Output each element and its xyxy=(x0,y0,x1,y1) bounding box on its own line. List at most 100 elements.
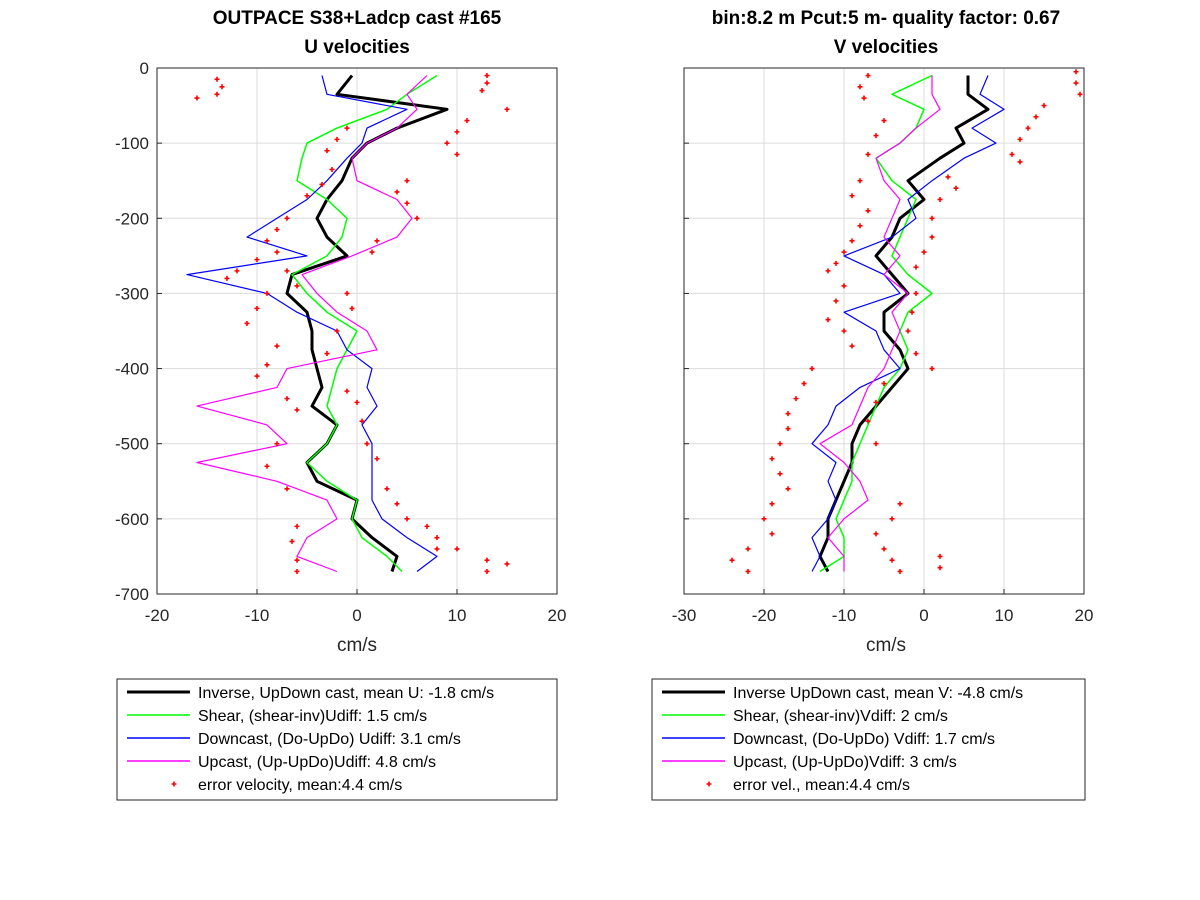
error-velocity-point xyxy=(294,407,300,413)
u-legend: Inverse, UpDown cast, mean U: -1.8 cm/s S… xyxy=(116,678,558,801)
series-line-3 xyxy=(196,75,428,573)
error-velocity-point xyxy=(434,546,440,552)
error-velocity-point xyxy=(254,257,260,263)
error-velocity-point xyxy=(841,283,847,289)
error-velocity-point xyxy=(284,486,290,492)
error-velocity-point xyxy=(833,298,839,304)
error-velocity-point xyxy=(264,238,270,244)
error-velocity-point xyxy=(264,290,270,296)
error-velocity-point xyxy=(359,418,365,424)
error-velocity-point xyxy=(873,399,879,405)
error-velocity-point xyxy=(434,535,440,541)
error-velocity-point xyxy=(234,268,240,274)
v-velocity-panel: bin:8.2 m Pcut:5 m- quality factor: 0.67… xyxy=(672,8,1094,656)
error-velocity-point xyxy=(394,501,400,507)
y-tick-label: -400 xyxy=(115,360,149,379)
error-velocity-point xyxy=(274,343,280,349)
error-velocity-point xyxy=(294,557,300,563)
error-velocity-point xyxy=(304,193,310,199)
series-line-2 xyxy=(186,75,438,572)
error-velocity-point xyxy=(873,531,879,537)
error-velocity-point xyxy=(913,264,919,270)
error-velocity-point xyxy=(801,381,807,387)
error-velocity-point xyxy=(349,305,355,311)
error-velocity-point xyxy=(761,516,767,522)
error-velocity-point xyxy=(913,290,919,296)
error-velocity-point xyxy=(929,234,935,240)
error-velocity-point xyxy=(785,426,791,432)
error-velocity-point xyxy=(873,133,879,139)
legend-marker-icon xyxy=(171,781,177,787)
legend-label: Inverse, UpDown cast, mean U: -1.8 cm/s xyxy=(198,685,494,702)
error-velocity-point xyxy=(464,118,470,124)
error-velocity-point xyxy=(913,351,919,357)
x-tick-label: -30 xyxy=(672,606,697,625)
legend-marker-icon xyxy=(706,781,712,787)
u-tick-labels: -20 -10 0 10 200-100-200-300-400-500-600-700 xyxy=(115,59,566,625)
error-velocity-point xyxy=(214,91,220,97)
error-velocity-point xyxy=(344,388,350,394)
error-velocity-point xyxy=(264,362,270,368)
u-legend-box xyxy=(116,678,558,801)
error-velocity-point xyxy=(244,320,250,326)
error-velocity-point xyxy=(374,456,380,462)
error-velocity-point xyxy=(841,328,847,334)
error-velocity-point xyxy=(861,95,867,101)
error-velocity-point xyxy=(484,557,490,563)
x-tick-label: 0 xyxy=(352,606,361,625)
series-line-0 xyxy=(818,75,990,573)
legend-label: Downcast, (Do-UpDo) Udiff: 3.1 cm/s xyxy=(198,731,461,748)
error-velocity-point xyxy=(504,106,510,112)
error-velocity-point xyxy=(937,197,943,202)
error-velocity-point xyxy=(444,140,450,146)
error-velocity-point xyxy=(404,178,410,184)
error-velocity-point xyxy=(1041,103,1047,109)
error-velocity-point xyxy=(454,129,460,135)
error-velocity-point xyxy=(404,200,410,206)
error-velocity-point xyxy=(329,166,335,172)
v-legend: Inverse UpDown cast, mean V: -4.8 cm/s Sh… xyxy=(651,678,1086,801)
error-velocity-point xyxy=(857,84,863,90)
error-velocity-point xyxy=(865,73,871,79)
error-velocity-point xyxy=(849,238,855,244)
error-velocity-point xyxy=(1017,136,1023,142)
error-velocity-point xyxy=(374,238,380,244)
error-velocity-point xyxy=(294,523,300,529)
error-velocity-point xyxy=(194,95,200,101)
error-velocity-point xyxy=(865,418,871,424)
legend-label: error velocity, mean:4.4 cm/s xyxy=(198,777,402,794)
v-panel-title: bin:8.2 m Pcut:5 m- quality factor: 0.67 xyxy=(712,8,1060,29)
error-velocity-point xyxy=(334,328,340,334)
error-velocity-point xyxy=(857,178,863,184)
error-velocity-point xyxy=(1073,80,1079,86)
error-velocity-point xyxy=(849,343,855,349)
error-velocity-point xyxy=(793,396,799,402)
series-line-1 xyxy=(291,74,438,573)
error-velocity-point xyxy=(1077,91,1083,97)
x-tick-label: 10 xyxy=(995,606,1014,625)
y-tick-label: -500 xyxy=(115,435,149,454)
y-tick-label: -700 xyxy=(115,585,149,604)
error-velocity-point xyxy=(841,249,847,255)
x-tick-label: 10 xyxy=(448,606,467,625)
error-velocity-point xyxy=(881,546,887,552)
error-velocity-point xyxy=(937,565,943,571)
x-tick-label: -20 xyxy=(752,606,777,625)
error-velocity-point xyxy=(1033,114,1039,120)
error-velocity-point xyxy=(1073,69,1079,75)
error-velocity-point xyxy=(414,215,420,221)
y-tick-label: -600 xyxy=(115,510,149,529)
legend-label: error vel., mean:4.4 cm/s xyxy=(733,777,910,794)
error-velocity-point xyxy=(809,366,815,372)
error-velocity-point xyxy=(833,260,839,266)
error-velocity-point xyxy=(394,189,400,195)
error-velocity-point xyxy=(889,516,895,522)
v-tick-labels: -30 -20 -10 0 10 20 xyxy=(672,67,1093,625)
y-tick-label: 0 xyxy=(140,59,149,78)
v-legend-box xyxy=(651,678,1086,801)
v-x-axis-label: cm/s xyxy=(866,635,906,656)
error-velocity-point xyxy=(479,88,485,94)
error-velocity-point xyxy=(1009,151,1015,157)
x-tick-label: -10 xyxy=(832,606,857,625)
